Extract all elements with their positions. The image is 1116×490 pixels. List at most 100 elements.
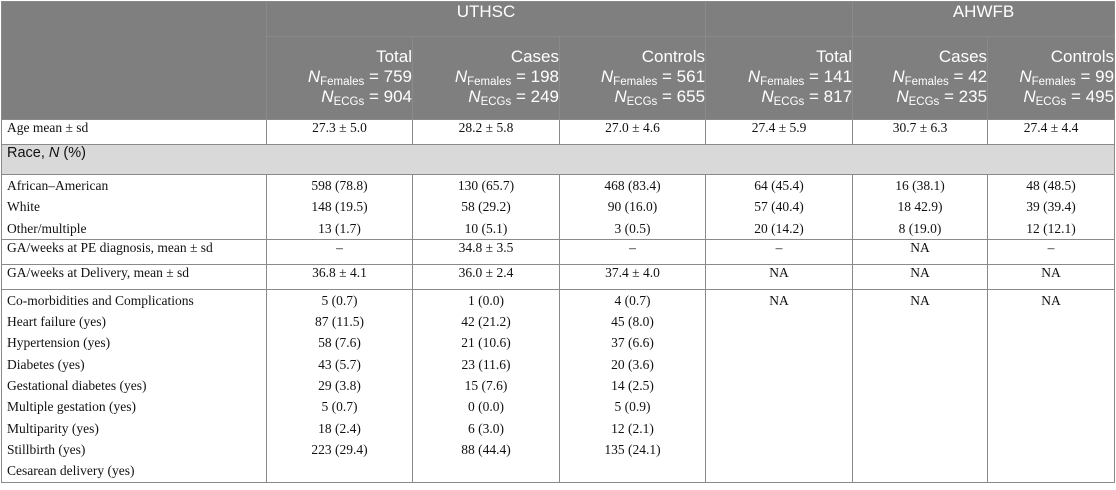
- ecgs-subscript: ECGs: [333, 96, 365, 108]
- n-symbol: N: [1023, 87, 1036, 106]
- n-females-line: NFemales = 759: [267, 67, 412, 88]
- value-column-4: 64 (45.4) 57 (40.4) 20 (14.2): [705, 174, 854, 240]
- n-ecgs-value: 655: [676, 87, 706, 106]
- n-symbol: N: [321, 87, 334, 106]
- value-cell: 4 (0.7): [614, 292, 651, 308]
- age-row: Age mean ± sd 27.3 ± 5.0 28.2 ± 5.8 27.0 ±…: [1, 119, 1116, 145]
- value-cell: 37 (6.6): [611, 335, 654, 351]
- value-column-5: 16 (38.1) 18 42.9) 8 (19.0): [852, 174, 989, 240]
- race-section-header: Race, N (%): [0, 144, 1116, 175]
- row-label: Diabetes (yes): [7, 356, 85, 372]
- row-label: Age mean ± sd: [1, 119, 267, 145]
- column-label: Cases: [510, 47, 559, 66]
- row-label: White: [7, 199, 40, 215]
- value-cell: 130 (65.7): [457, 178, 515, 193]
- column-label: Controls: [1050, 47, 1115, 66]
- value-cell: 48 (48.5): [1026, 178, 1076, 193]
- females-subscript: Females: [613, 76, 658, 88]
- n-symbol: N: [761, 87, 774, 106]
- value-column-1: 598 (78.8) 148 (19.5) 13 (1.7): [266, 174, 413, 240]
- value-cell: 28.2 ± 5.8: [412, 119, 560, 145]
- value-cell: 29 (3.8): [318, 378, 361, 394]
- value-cell: NA: [910, 292, 930, 308]
- value-column-3: 468 (83.4) 90 (16.0) 3 (0.5): [558, 174, 707, 240]
- n-ecgs-value: 904: [383, 87, 412, 106]
- value-cell: 223 (29.4): [311, 441, 368, 457]
- row-label: Co-morbidities and Complications: [7, 292, 194, 308]
- equals: =: [511, 87, 531, 106]
- ecgs-subscript: ECGs: [908, 96, 940, 108]
- value-cell: 34.8 ± 3.5: [412, 238, 560, 265]
- equals: =: [511, 67, 531, 86]
- n-symbol: N: [307, 67, 321, 86]
- column-label: Cases: [938, 47, 988, 66]
- equals: =: [364, 67, 384, 86]
- value-cell: 27.4 ± 4.4: [987, 119, 1116, 145]
- n-females-value: 99: [1095, 67, 1115, 86]
- n-symbol: N: [747, 67, 761, 86]
- n-ecgs-value: 495: [1085, 87, 1115, 106]
- value-cell: NA: [769, 292, 789, 308]
- value-cell: 58 (29.2): [461, 199, 511, 215]
- value-cell: 135 (24.1): [604, 441, 661, 457]
- column-header-1: Total NFemales = 759 NECGs = 904: [266, 36, 413, 120]
- n-symbol: N: [454, 67, 468, 86]
- value-cell: 90 (16.0): [607, 199, 658, 215]
- row-label: GA/weeks at PE diagnosis, mean ± sd: [1, 238, 267, 265]
- n-ecgs-line: NECGs = 655: [560, 87, 706, 108]
- equals: =: [1075, 67, 1096, 86]
- group-header-row: UTHSC AHWFB: [1, 1, 1116, 120]
- value-cell: 23 (11.6): [461, 356, 511, 372]
- females-subscript: Females: [904, 76, 949, 88]
- value-cell: NA: [852, 263, 989, 290]
- equals: =: [948, 67, 969, 86]
- value-cell: 18 42.9): [897, 199, 943, 215]
- column-label: Total: [816, 47, 853, 66]
- n-females-line: NFemales = 42: [853, 67, 987, 88]
- n-females-value: 198: [530, 67, 559, 86]
- row-label: Multiple gestation (yes): [7, 399, 136, 415]
- value-cell: 58 (7.6): [318, 335, 361, 351]
- value-cell: 10 (5.1): [464, 220, 508, 236]
- row-label: Heart failure (yes): [7, 314, 106, 330]
- value-cell: 598 (78.8): [311, 178, 368, 193]
- equals: =: [657, 67, 677, 86]
- value-cell: 30.7 ± 6.3: [852, 119, 989, 145]
- column-header-3: Controls NFemales = 561 NECGs = 655: [558, 36, 707, 120]
- value-column-2: 1 (0.0) 42 (21.2) 21 (10.6) 23 (11.6) 15 (7.…: [412, 288, 560, 483]
- value-column-3: 4 (0.7) 45 (8.0) 37 (6.6) 20 (3.6) 14 (2.5) 5…: [558, 288, 707, 483]
- column-label: Total: [376, 47, 412, 66]
- ga-pe-row: GA/weeks at PE diagnosis, mean ± sd –34.…: [1, 238, 1116, 265]
- value-column-1: 5 (0.7) 87 (11.5) 58 (7.6) 43 (5.7) 29 (3.8)…: [266, 288, 413, 483]
- value-cell: 1 (0.0): [468, 292, 504, 308]
- n-females-value: 759: [383, 67, 412, 86]
- value-cell: 88 (44.4): [461, 441, 511, 457]
- value-cell: 5 (0.7): [321, 292, 358, 308]
- race-rows: African–American White Other/multiple 598 …: [1, 174, 1116, 240]
- race-header-cell: Race, N (%): [0, 144, 1116, 175]
- value-cell: NA: [852, 238, 989, 265]
- equals: =: [804, 67, 824, 86]
- n-ecgs-line: NECGs = 817: [706, 87, 852, 108]
- value-cell: 27.3 ± 5.0: [266, 119, 413, 145]
- value-cell: –: [558, 238, 707, 265]
- females-subscript: Females: [320, 76, 365, 88]
- value-cell: 13 (1.7): [318, 220, 361, 236]
- value-cell: 37.4 ± 4.0: [558, 263, 707, 290]
- value-cell: 42 (21.2): [461, 314, 511, 330]
- equals: =: [364, 87, 384, 106]
- value-column-4: NA: [705, 288, 854, 483]
- value-cell: 87 (11.5): [315, 314, 364, 330]
- value-cell: 5 (0.9): [614, 399, 651, 415]
- value-cell: 3 (0.5): [614, 220, 651, 236]
- equals: =: [804, 87, 824, 106]
- row-label: Cesarean delivery (yes): [7, 463, 135, 479]
- value-cell: 45 (8.0): [611, 314, 654, 330]
- n-females-value: 561: [676, 67, 706, 86]
- females-subscript: Females: [1031, 76, 1076, 88]
- value-column-2: 130 (65.7) 58 (29.2) 10 (5.1): [412, 174, 560, 240]
- comorbidity-labels: Co-morbidities and Complications Heart fa…: [1, 288, 267, 483]
- n-females-line: NFemales = 99: [988, 67, 1115, 88]
- value-cell: 14 (2.5): [611, 378, 654, 394]
